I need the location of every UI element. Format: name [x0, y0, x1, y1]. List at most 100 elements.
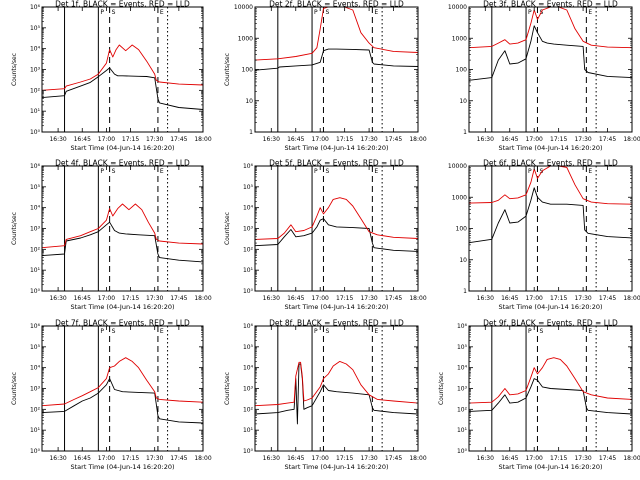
y-tick-label: 1: [463, 288, 467, 295]
x-tick-label: 17:15: [550, 455, 567, 462]
x-tick-label: 16:45: [287, 295, 304, 302]
y-tick-label: 100: [456, 226, 468, 233]
series-lld-line: [254, 197, 419, 240]
panel-2: P S E 1 10 100 1000 10000 16:30 16:45 17:00 17:15 17…: [224, 0, 427, 152]
panel-5: P S E 10⁰ 10¹ 10² 10³ 10⁴ 10⁵ 10⁶ 16:30 16:45 17:00 1…: [224, 159, 427, 312]
x-tick-label: 18:00: [409, 136, 426, 143]
series-events-line: [468, 378, 633, 415]
y-tick-label: 10000: [234, 4, 253, 11]
x-tick-label: 16:45: [501, 455, 518, 462]
x-tick-label: 16:45: [287, 136, 304, 143]
x-tick-label: 17:00: [312, 136, 329, 143]
y-tick-label: 10⁶: [457, 323, 468, 330]
x-tick-label: 17:45: [599, 295, 616, 302]
y-tick-label: 1: [463, 129, 467, 136]
x-tick-label: 17:45: [170, 136, 187, 143]
marker-label: P: [100, 168, 104, 175]
y-tick-label: 10: [459, 98, 467, 105]
x-tick-label: 18:00: [194, 455, 211, 462]
y-tick-label: 10⁴: [30, 365, 41, 372]
series-events-line: [468, 25, 633, 81]
x-tick-label: 17:15: [550, 136, 567, 143]
y-tick-label: 10⁴: [457, 365, 468, 372]
y-tick-label: 10⁵: [30, 344, 41, 351]
y-tick-label: 10000: [448, 4, 467, 11]
x-axis-title: Start Time (04-Jun-14 16:20:20): [499, 463, 603, 471]
x-tick-label: 16:45: [74, 136, 91, 143]
series-events-line: [254, 363, 419, 425]
y-tick-label: 10¹: [457, 427, 468, 434]
marker-label: E: [374, 168, 378, 175]
marker-label: E: [588, 168, 592, 175]
y-tick-label: 10⁴: [30, 205, 41, 212]
y-tick-label: 10²: [30, 246, 41, 253]
series-events-line: [254, 218, 419, 252]
plot-frame: [41, 325, 204, 452]
series-events-line: [254, 48, 419, 71]
x-axis-title: Start Time (04-Jun-14 16:20:20): [71, 303, 175, 311]
y-tick-label: 100: [456, 67, 468, 74]
y-tick-label: 1000: [238, 35, 253, 42]
x-axis-title: Start Time (04-Jun-14 16:20:20): [71, 144, 175, 152]
plot-frame: [254, 165, 419, 292]
panel-title: Det 1f, BLACK = Events, RED = LLD: [55, 0, 190, 9]
marker-label: S: [112, 328, 116, 335]
marker-label: S: [325, 168, 329, 175]
marker-label: P: [314, 9, 318, 16]
x-tick-label: 17:30: [360, 295, 377, 302]
x-tick-label: 17:45: [599, 455, 616, 462]
x-tick-label: 17:15: [122, 295, 139, 302]
panel-4: P S E 10⁰ 10¹ 10² 10³ 10⁴ 10⁵ 10⁶ 16:30 16:45 17:00 1…: [11, 159, 212, 312]
y-tick-label: 1000: [452, 194, 467, 201]
y-axis-title: Counts/sec: [224, 372, 231, 405]
x-tick-label: 16:30: [477, 295, 494, 302]
y-tick-label: 10¹: [30, 108, 41, 115]
y-tick-label: 10¹: [30, 267, 41, 274]
x-tick-label: 16:30: [263, 455, 280, 462]
y-tick-label: 10⁰: [457, 448, 468, 455]
y-tick-label: 10⁶: [243, 163, 254, 170]
x-tick-label: 17:15: [550, 295, 567, 302]
x-tick-label: 16:45: [287, 455, 304, 462]
y-axis-title: Counts/sec: [11, 372, 18, 405]
x-tick-label: 17:15: [336, 295, 353, 302]
x-tick-label: 17:45: [385, 455, 402, 462]
x-tick-label: 16:30: [263, 295, 280, 302]
series-lld-line: [41, 203, 204, 249]
y-tick-label: 10: [459, 257, 467, 264]
y-axis-title: Counts/sec: [224, 212, 231, 245]
x-tick-label: 17:00: [98, 136, 115, 143]
x-axis-title: Start Time (04-Jun-14 16:20:20): [285, 463, 389, 471]
marker-label: E: [160, 168, 164, 175]
x-tick-label: 16:30: [263, 136, 280, 143]
panel-title: Det 2f, BLACK = Events, RED = LLD: [269, 0, 404, 9]
x-tick-label: 18:00: [623, 136, 640, 143]
y-tick-label: 10²: [457, 406, 468, 413]
y-tick-label: 10⁶: [30, 323, 41, 330]
y-tick-label: 10³: [457, 386, 468, 393]
x-tick-label: 17:00: [526, 455, 543, 462]
marker-label: E: [588, 328, 592, 335]
y-tick-label: 10⁰: [243, 448, 254, 455]
x-tick-label: 17:30: [146, 295, 163, 302]
x-tick-label: 17:30: [146, 136, 163, 143]
y-tick-label: 10¹: [243, 427, 254, 434]
y-tick-label: 10³: [243, 226, 254, 233]
y-tick-label: 10⁶: [30, 4, 41, 11]
panel-1: P S E 10⁰ 10¹ 10² 10³ 10⁴ 10⁵ 10⁶ 16:30 16:45 17:00 1…: [11, 0, 212, 152]
y-tick-label: 10⁰: [30, 288, 41, 295]
y-axis-title: Counts/sec: [11, 212, 18, 245]
x-tick-label: 16:30: [477, 455, 494, 462]
marker-label: E: [374, 9, 378, 16]
x-tick-label: 17:00: [526, 136, 543, 143]
marker-label: S: [112, 168, 116, 175]
x-tick-label: 17:30: [146, 455, 163, 462]
y-tick-label: 1000: [452, 35, 467, 42]
y-tick-label: 100: [242, 67, 254, 74]
x-tick-label: 17:45: [170, 455, 187, 462]
y-tick-label: 10⁴: [243, 205, 254, 212]
panel-title: Det 4f, BLACK = Events, RED = LLD: [55, 159, 190, 168]
